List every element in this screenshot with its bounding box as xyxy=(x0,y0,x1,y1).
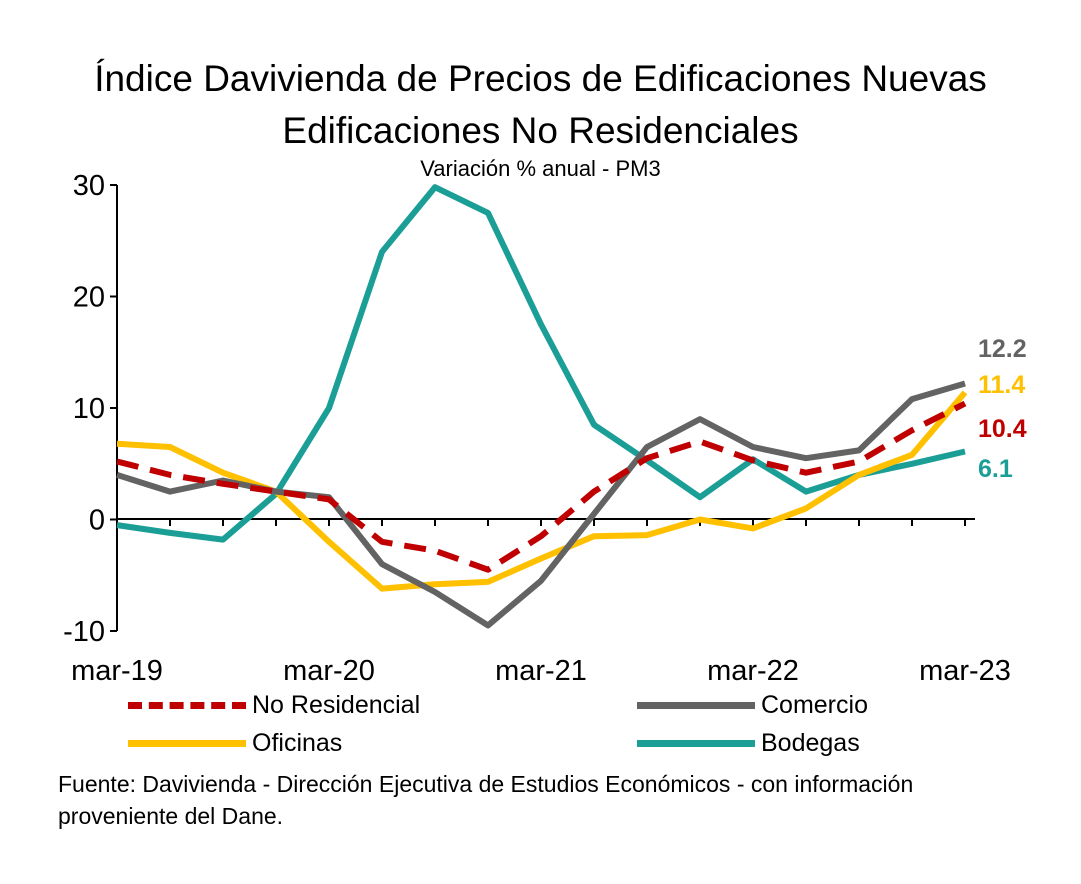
y-tick-label: 20 xyxy=(73,282,105,314)
legend-swatch-bodegas xyxy=(637,739,755,747)
series-line-comercio xyxy=(116,380,966,629)
y-tick-label: 0 xyxy=(89,505,105,537)
legend-item-comercio: Comercio xyxy=(637,690,868,720)
legend-item-bodegas: Bodegas xyxy=(637,728,860,758)
legend-item-oficinas: Oficinas xyxy=(128,728,342,758)
end-value-label: 12.2 xyxy=(978,335,1027,363)
x-tick-label: mar-21 xyxy=(495,655,587,687)
legend-swatch-no-residencial xyxy=(128,701,246,709)
legend-label: Bodegas xyxy=(761,729,860,757)
series-line-bodegas xyxy=(116,184,966,543)
x-tick-label: mar-19 xyxy=(71,655,163,687)
source-note: Fuente: Davivienda - Dirección Ejecutiva… xyxy=(58,771,914,829)
legend-item-no-residencial: No Residencial xyxy=(128,690,420,720)
legend-label: No Residencial xyxy=(252,691,421,719)
legend-swatch-oficinas xyxy=(128,739,246,747)
y-tick-label: 10 xyxy=(73,393,105,425)
x-tick-label: mar-20 xyxy=(283,655,375,687)
legend-label: Oficinas xyxy=(252,729,343,757)
y-tick-label: 30 xyxy=(73,170,105,202)
y-tick-label: -10 xyxy=(63,616,105,648)
end-value-label: 11.4 xyxy=(978,371,1025,399)
chart-subtitle: Edificaciones No Residenciales xyxy=(282,110,799,151)
legend-swatch-comercio xyxy=(637,701,755,709)
x-tick-label: mar-22 xyxy=(707,655,799,687)
x-tick-label: mar-23 xyxy=(919,655,1011,687)
end-value-label: 6.1 xyxy=(978,455,1013,483)
legend-label: Comercio xyxy=(761,691,868,719)
series-line-no-residencial xyxy=(116,400,967,573)
series-line-oficinas xyxy=(116,390,968,592)
chart-subtitle-2: Variación % anual - PM3 xyxy=(420,156,661,181)
chart-title: Índice Davivienda de Precios de Edificac… xyxy=(94,58,987,99)
end-value-label: 10.4 xyxy=(978,415,1027,443)
